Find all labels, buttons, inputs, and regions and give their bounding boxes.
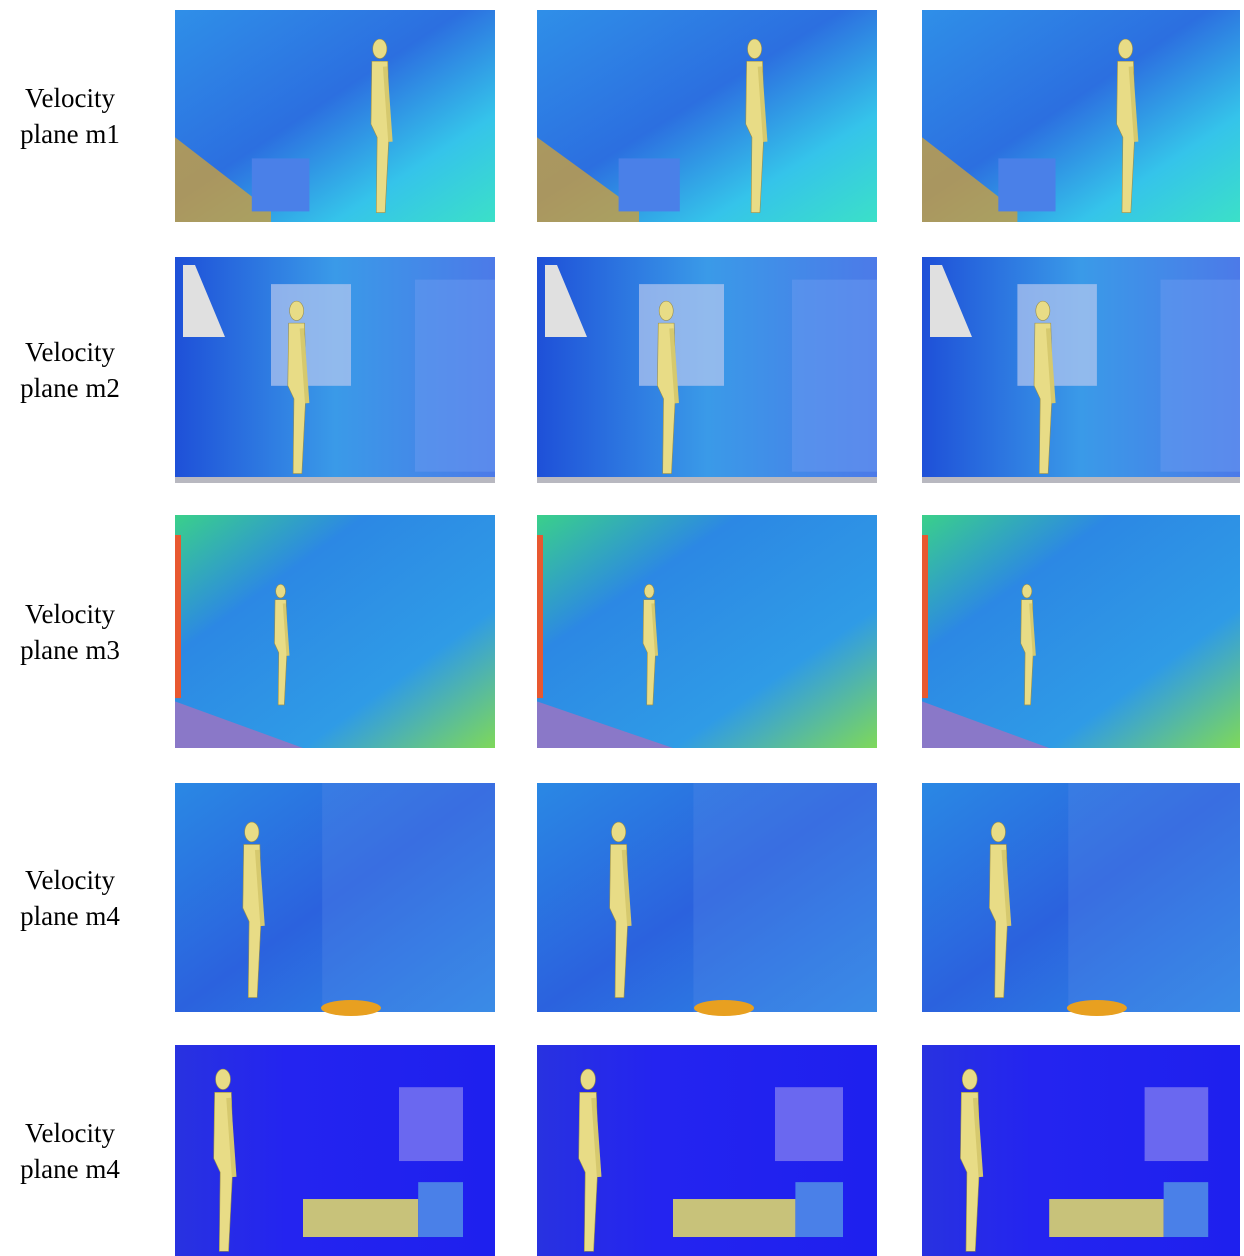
row-label-line: Velocity <box>0 862 140 898</box>
human-head <box>991 822 1005 842</box>
box <box>998 158 1055 211</box>
window <box>639 284 724 386</box>
row-label-line: plane m4 <box>0 898 140 934</box>
row-label-line: Velocity <box>0 80 140 116</box>
velocity-panel <box>175 10 495 222</box>
human-head <box>611 822 625 842</box>
velocity-panel <box>537 515 877 748</box>
velocity-panel <box>175 783 495 1016</box>
human-head <box>1118 39 1132 58</box>
figure-panels <box>0 0 1244 1256</box>
row-label-line: plane m3 <box>0 632 140 668</box>
human-head <box>644 584 654 598</box>
panel-background <box>175 515 495 748</box>
row-label-line: plane m2 <box>0 370 140 406</box>
panel-background <box>537 515 877 748</box>
velocity-panel <box>537 257 877 483</box>
panel-wall <box>415 280 495 472</box>
human-head <box>373 39 387 58</box>
hot-spot <box>1067 1000 1127 1016</box>
box <box>619 158 680 211</box>
figure-page: (() => { const data = JSON.parse(documen… <box>0 0 1244 1256</box>
human-head <box>659 301 673 320</box>
human-head <box>216 1069 231 1089</box>
panel-wall <box>792 280 877 472</box>
velocity-panel <box>537 10 877 222</box>
window <box>1145 1087 1209 1161</box>
heat-edge <box>175 535 181 698</box>
box <box>1049 1199 1163 1237</box>
cube <box>418 1182 463 1237</box>
row-label-line: plane m4 <box>0 1151 140 1187</box>
velocity-panel <box>537 783 877 1016</box>
velocity-panel <box>175 515 495 748</box>
cube <box>1164 1182 1209 1237</box>
window <box>775 1087 843 1161</box>
cube <box>795 1182 843 1237</box>
floor <box>922 477 1240 483</box>
velocity-panel <box>175 1045 495 1256</box>
row-label: Velocityplane m1 <box>0 80 140 152</box>
window <box>271 284 351 386</box>
velocity-panel <box>922 515 1240 748</box>
human-head <box>581 1069 596 1089</box>
heat-edge <box>537 535 543 698</box>
shade <box>693 783 877 1012</box>
panel-background <box>922 515 1240 748</box>
human-head <box>1022 584 1032 598</box>
floor <box>175 477 495 483</box>
velocity-panel <box>537 1045 877 1256</box>
box <box>673 1199 795 1237</box>
human-head <box>748 39 762 58</box>
human-head <box>245 822 259 842</box>
velocity-panel <box>922 1045 1240 1256</box>
human-head <box>276 584 286 598</box>
row-label-line: Velocity <box>0 334 140 370</box>
human-head <box>1036 301 1050 320</box>
row-label-line: Velocity <box>0 1115 140 1151</box>
window <box>1017 284 1097 386</box>
panel-wall <box>1161 280 1241 472</box>
velocity-panel <box>922 257 1240 483</box>
window <box>399 1087 463 1161</box>
velocity-panel <box>922 783 1240 1016</box>
row-label: Velocityplane m2 <box>0 334 140 406</box>
row-label-line: plane m1 <box>0 116 140 152</box>
hot-spot <box>694 1000 754 1016</box>
human-head <box>290 301 304 320</box>
box <box>252 158 310 211</box>
row-label-line: Velocity <box>0 596 140 632</box>
floor <box>537 477 877 483</box>
human-head <box>962 1069 977 1089</box>
hot-spot <box>321 1000 381 1016</box>
shade <box>322 783 495 1012</box>
shade <box>1068 783 1240 1012</box>
box <box>303 1199 418 1237</box>
heat-edge <box>922 535 928 698</box>
velocity-panel <box>175 257 495 483</box>
velocity-panel <box>922 10 1240 222</box>
